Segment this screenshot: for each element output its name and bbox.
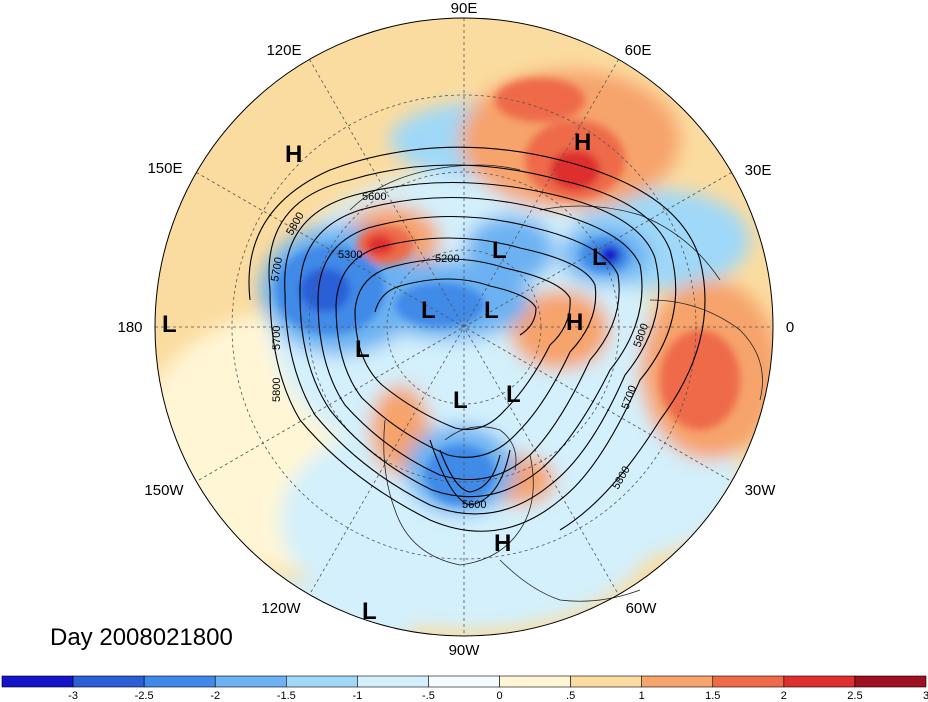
lon-label-90e: 90E (451, 0, 478, 17)
lon-label-90w: 90W (449, 642, 481, 659)
high-center: H (494, 530, 511, 557)
colorbar-tick-label: 3 (923, 690, 928, 702)
colorbar-swatch (357, 675, 429, 688)
colorbar-tick-label: -2.5 (135, 690, 154, 702)
lon-label-180: 180 (117, 319, 142, 336)
colorbar-swatch (286, 675, 358, 688)
colorbar-tick-label: 1 (639, 690, 645, 702)
colorbar-tick-label: -3 (68, 690, 78, 702)
anomaly-field (155, 18, 773, 636)
colorbar-tick-label: -1 (352, 690, 362, 702)
contour-label-5600: 5600 (462, 499, 486, 511)
colorbar-swatch (428, 675, 500, 688)
low-center: L (162, 311, 177, 338)
coastlines (349, 164, 763, 602)
low-center: L (492, 237, 507, 264)
colorbar-swatch (570, 675, 642, 688)
colorbar-swatch (214, 675, 287, 688)
contour-label-5700: 5700 (271, 326, 283, 350)
lon-label-0: 0 (786, 319, 794, 336)
height-contours (248, 146, 706, 532)
colorbar-tick-label: 2 (781, 690, 787, 702)
pressure-centers: H H H H L L L L L L L L L (162, 129, 607, 625)
colorbar: -3 -2.5 -2 -1.5 -1 -.5 0 .5 1 1.5 2 2.5 3 (1, 675, 928, 702)
longitude-labels: 90E 60E 30E 0 30W 60W 90W 120W 150W 180 … (117, 0, 794, 659)
lon-label-30e: 30E (745, 162, 772, 179)
low-center: L (421, 297, 436, 324)
colorbar-swatch (143, 675, 216, 688)
low-center: L (484, 297, 499, 324)
lon-label-30w: 30W (745, 482, 777, 499)
colorbar-swatch (72, 675, 145, 688)
colorbar-swatch (854, 675, 927, 688)
colorbar-tick-label: 1.5 (705, 690, 720, 702)
colorbar-tick-label: -2 (210, 690, 220, 702)
lon-label-60w: 60W (626, 600, 658, 617)
low-center: L (362, 598, 377, 625)
low-center: L (453, 387, 468, 414)
map-border (154, 17, 774, 637)
lon-label-150w: 150W (144, 482, 184, 499)
high-center: H (574, 129, 591, 156)
high-center: H (285, 141, 302, 168)
contour-label-5800: 5800 (271, 378, 283, 402)
colorbar-tick-label: 2.5 (847, 690, 862, 702)
map-title: Day 2008021800 (50, 624, 233, 651)
colorbar-swatch (783, 675, 856, 688)
colorbar-tick-label: .5 (566, 690, 575, 702)
colorbar-tick-label: -1.5 (277, 690, 296, 702)
low-center: L (506, 381, 521, 408)
lon-label-120w: 120W (261, 600, 301, 617)
lon-label-150e: 150E (147, 160, 182, 177)
lon-label-60e: 60E (625, 42, 652, 59)
low-center: L (355, 336, 370, 363)
colorbar-tick-label: -.5 (422, 690, 435, 702)
contour-label-5300: 5300 (338, 249, 362, 261)
contour-label-5600: 5600 (362, 191, 386, 203)
graticule (155, 18, 773, 636)
colorbar-swatch (641, 675, 714, 688)
contour-label-5700: 5700 (269, 256, 285, 282)
low-center: L (592, 244, 607, 271)
colorbar-swatch (499, 675, 571, 688)
colorbar-swatch (1, 675, 74, 688)
contour-label-5200: 5200 (435, 253, 459, 265)
high-center: H (566, 309, 583, 336)
colorbar-tick-label: 0 (496, 690, 502, 702)
colorbar-swatch (712, 675, 785, 688)
lon-label-120e: 120E (266, 42, 301, 59)
